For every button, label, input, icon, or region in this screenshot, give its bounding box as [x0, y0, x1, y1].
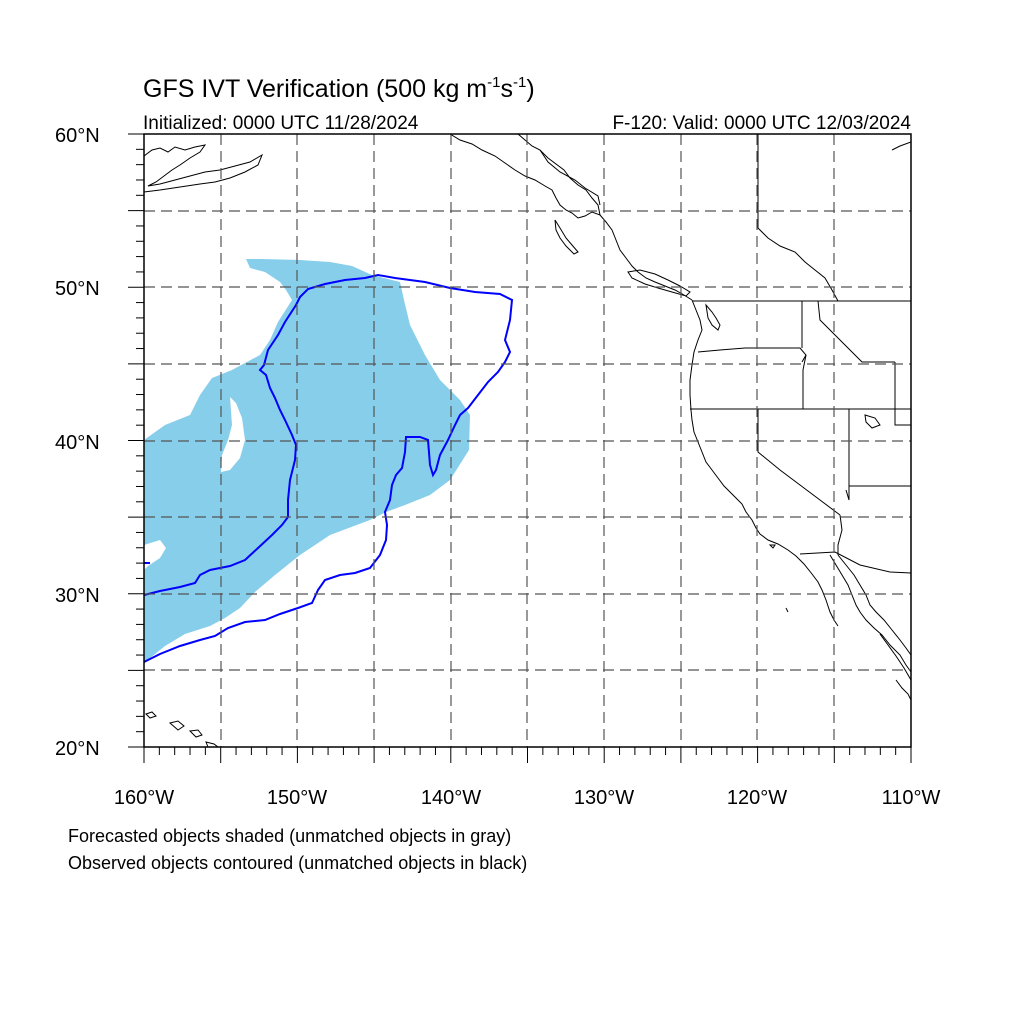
coast-hawaii-1 [145, 711, 157, 719]
coast-guadalupe [785, 607, 789, 613]
title-close: ) [526, 75, 534, 103]
title-mid: s [500, 75, 513, 103]
lon-label-120w: 120°W [727, 787, 787, 809]
coast-baja-east [837, 554, 911, 656]
forecast-ivt-object [144, 259, 470, 662]
coast-alaska-gulf [449, 134, 601, 219]
title-sup1: -1 [487, 74, 500, 91]
lat-labels: 60°N 50°N 40°N 30°N 20°N [55, 125, 100, 760]
border-id-mt [817, 300, 895, 363]
title-main: GFS IVT Verification (500 kg m [143, 75, 487, 103]
border-us-mexico [799, 551, 911, 574]
forecast-hole-1 [221, 397, 245, 472]
lat-label-60: 60°N [55, 125, 100, 147]
tick-marks [128, 133, 912, 763]
lon-label-110w: 110°W [882, 787, 941, 809]
lat-label-50: 50°N [55, 278, 100, 300]
lat-label-30: 30°N [55, 585, 100, 607]
border-nv-ut [845, 409, 850, 501]
lon-label-150w: 150°W [267, 787, 327, 809]
coast-arctic-top-right [891, 141, 911, 151]
coast-hawaii-4 [205, 741, 219, 747]
lon-label-160w: 160°W [114, 787, 174, 809]
map-panel [144, 134, 911, 747]
graticule [144, 134, 911, 747]
coast-mexico-mainland [879, 633, 911, 681]
border-bc-alberta [757, 134, 839, 302]
lat-label-20: 20°N [55, 738, 100, 760]
valid-time-label: F-120: Valid: 0000 UTC 12/03/2024 [612, 113, 911, 134]
lon-label-130w: 130°W [574, 787, 634, 809]
legend-observed: Observed objects contoured (unmatched ob… [68, 853, 527, 873]
border-or-id [802, 354, 807, 409]
coast-vancouver-island [627, 269, 691, 297]
border-ca-az [837, 514, 843, 555]
title-sup2: -1 [513, 74, 526, 91]
lon-labels: 160°W 150°W 140°W 130°W 120°W 110°W [114, 787, 941, 809]
border-ca-nv [757, 409, 841, 516]
legend-forecast: Forecasted objects shaded (unmatched obj… [68, 826, 511, 846]
coast-pnw [689, 299, 839, 627]
political-boundaries [539, 134, 911, 574]
coast-hawaii-3 [188, 729, 203, 738]
coast-alaska-west [144, 144, 264, 193]
border-wa-or [697, 347, 807, 363]
coast-puget [705, 303, 721, 331]
border-canada-alaska [539, 149, 601, 206]
init-time-label: Initialized: 0000 UTC 11/28/2024 [143, 113, 419, 134]
border-wy [894, 362, 911, 426]
lat-label-40: 40°N [55, 432, 100, 454]
great-salt-lake [864, 414, 881, 429]
observed-ivt-contour-1 [144, 273, 514, 663]
coastlines [144, 134, 911, 747]
coast-bc [599, 214, 693, 301]
figure-title: GFS IVT Verification (500 kg m-1s-1) [143, 74, 535, 103]
coast-mexico-south [895, 679, 911, 701]
coast-haida-gwaii [554, 219, 579, 255]
lon-label-140w: 140°W [421, 787, 481, 809]
coast-hawaii-2 [168, 720, 185, 731]
coast-channel-islands [768, 544, 776, 549]
coast-baja-west [829, 554, 911, 673]
forecast-notch [144, 512, 393, 700]
